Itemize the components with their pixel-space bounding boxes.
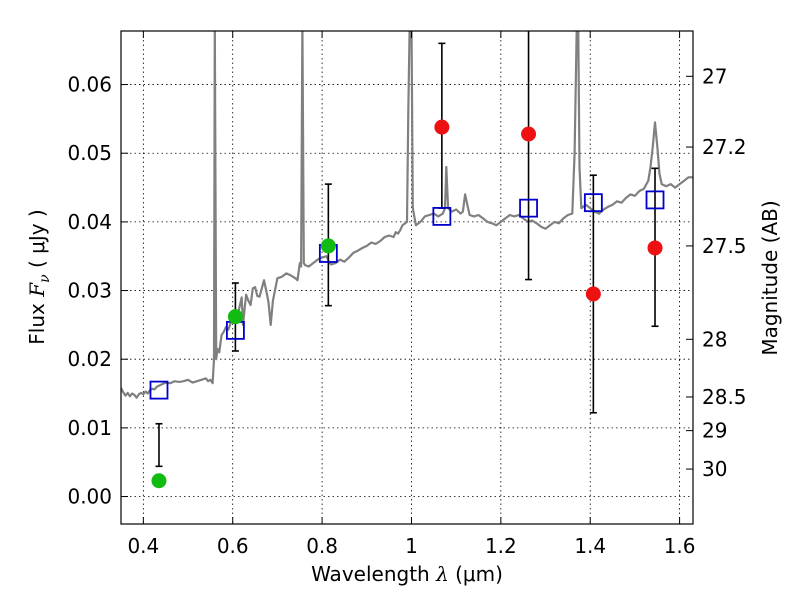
- right-tick-label: 27.2: [702, 135, 747, 159]
- right-tick-label: 30: [702, 457, 727, 481]
- model-photometry-marker: [645, 190, 665, 210]
- y-tick-label: 0.03: [67, 279, 112, 303]
- model-photometry-marker: [432, 206, 452, 226]
- data-layer: [121, 31, 693, 489]
- upper-limits-marker: [521, 126, 537, 142]
- detections-marker: [320, 238, 336, 254]
- y-tick-label: 0.01: [67, 416, 112, 440]
- x-axis-label-suffix: (μm): [449, 562, 503, 586]
- x-tick-label: 1.2: [485, 534, 517, 558]
- right-tick-label: 28.5: [702, 385, 747, 409]
- y-axis-label-subscript: ν: [37, 274, 53, 283]
- y-axis-label-suffix: ( μJy ): [25, 209, 49, 274]
- upper-limits-marker: [647, 240, 663, 256]
- y-tick-label: 0.00: [67, 485, 112, 509]
- right-tick-label: 27.5: [702, 234, 747, 258]
- x-tick-label: 0.4: [127, 534, 159, 558]
- y-tick-label: 0.04: [67, 210, 112, 234]
- right-tick-label: 29: [702, 419, 727, 443]
- model-photometry-marker: [149, 380, 169, 400]
- plot-background: [121, 31, 693, 524]
- y-axis-label: Flux Fν ( μJy ): [25, 209, 53, 344]
- right-tick-label: 27: [702, 64, 727, 88]
- x-tick-label: 1.4: [574, 534, 606, 558]
- y-tick-label: 0.06: [67, 73, 112, 97]
- y-axis-label-prefix: Flux: [25, 297, 49, 345]
- x-axis-label-symbol: λ: [435, 562, 449, 586]
- x-tick-label: 1: [405, 534, 418, 558]
- upper-limits-marker: [434, 119, 450, 135]
- model-photometry-marker: [583, 193, 603, 213]
- y-tick-label: 0.05: [67, 141, 112, 165]
- plot-frame: [120, 30, 694, 525]
- right-tick-label: 28: [702, 327, 727, 351]
- upper-limits-marker: [585, 286, 601, 302]
- x-tick-label: 0.8: [306, 534, 338, 558]
- x-tick-label: 1.6: [664, 534, 696, 558]
- model-spectrum-line: [121, 31, 693, 399]
- model-photometry-marker: [519, 198, 538, 218]
- y-tick-label: 0.02: [67, 347, 112, 371]
- x-tick-label: 0.6: [217, 534, 249, 558]
- right-axis-label: Magnitude (AB): [758, 200, 782, 355]
- y-axis-label-symbol: F: [25, 282, 49, 298]
- axis-ticks: 0.4 0.6 0.8 1 1.2 1.4 1.6 0.00 0.01 0.02 0.03 0.04 0…: [67, 31, 747, 558]
- x-axis-label-prefix: Wavelength: [311, 562, 436, 586]
- detections-marker: [227, 309, 243, 325]
- detections-marker: [151, 473, 167, 489]
- x-axis-label: Wavelength λ (μm): [311, 562, 503, 586]
